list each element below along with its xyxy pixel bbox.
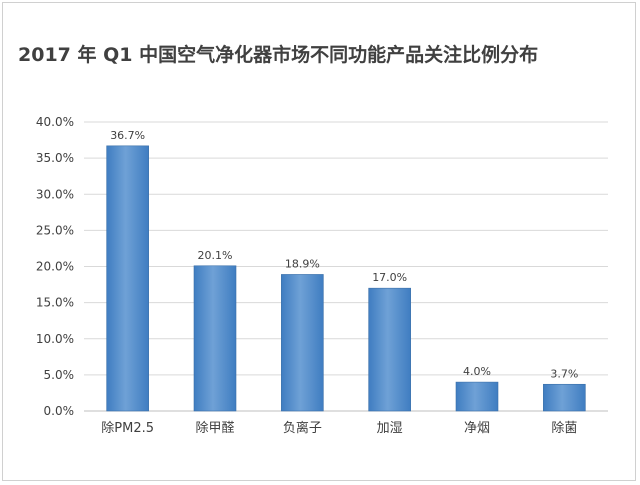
x-category-label: 加湿 <box>377 421 403 436</box>
bar <box>281 274 324 412</box>
y-tick-label: 40.0% <box>36 115 74 129</box>
y-tick-label: 5.0% <box>44 368 75 382</box>
bar <box>543 383 586 412</box>
data-label: 36.7% <box>110 129 145 142</box>
bar <box>193 265 237 412</box>
data-label: 20.1% <box>198 249 233 262</box>
bars <box>106 145 586 412</box>
bar <box>106 145 149 412</box>
category-labels: 除PM2.5 除甲醛 负离子 加湿 净烟 除菌 <box>101 420 577 436</box>
y-tick-label: 35.0% <box>36 151 74 165</box>
bar <box>368 287 411 412</box>
y-tick-label: 25.0% <box>36 223 74 237</box>
y-axis-ticks: 0.0% 5.0% 10.0% 15.0% 20.0% 25.0% 30.0% 35.0% 40… <box>36 115 74 418</box>
data-labels: 36.7% 20.1% 18.9% 17.0% 4.0% 3.7% <box>110 129 578 380</box>
x-category-label: 负离子 <box>283 420 322 436</box>
y-tick-label: 20.0% <box>36 260 74 274</box>
x-category-label: 除PM2.5 <box>101 421 154 436</box>
x-category-label: 除甲醛 <box>195 420 234 436</box>
chart-title: 2017 年 Q1 中国空气净化器市场不同功能产品关注比例分布 <box>18 44 539 66</box>
bar <box>455 381 499 412</box>
y-tick-label: 15.0% <box>36 296 74 310</box>
data-label: 3.7% <box>550 367 578 380</box>
y-tick-label: 30.0% <box>36 187 74 201</box>
data-label: 17.0% <box>372 271 407 284</box>
data-label: 4.0% <box>463 365 491 378</box>
y-tick-label: 0.0% <box>44 404 75 418</box>
x-category-label: 除菌 <box>551 421 577 436</box>
gridlines <box>84 121 608 412</box>
y-tick-label: 10.0% <box>36 332 74 346</box>
x-category-label: 净烟 <box>464 421 490 436</box>
data-label: 18.9% <box>285 257 320 270</box>
